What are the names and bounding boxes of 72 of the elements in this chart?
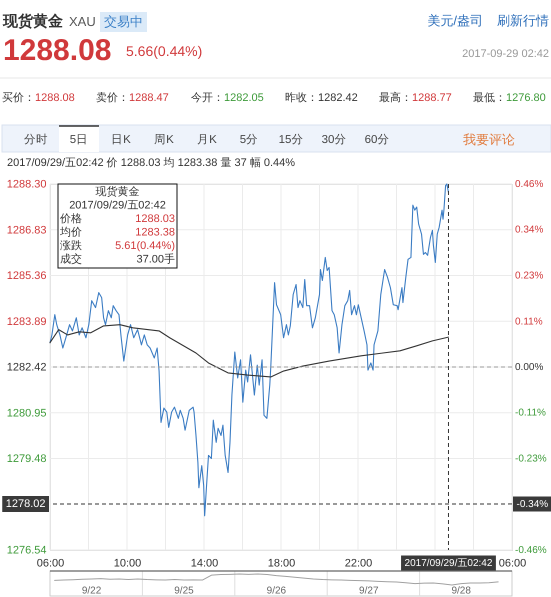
x-tick-label: 9/28 — [451, 586, 472, 596]
text: 60分 — [364, 133, 390, 146]
annotation: -0.34% — [516, 498, 548, 510]
text: 1288.08 — [3, 34, 112, 67]
x-tick-label: 14:00 — [190, 558, 218, 570]
annotation: 均价 — [59, 226, 82, 238]
y-tick-label: 1276.54 — [6, 544, 46, 556]
text: 1288.08 — [35, 92, 75, 104]
annotation: 成交 — [60, 252, 82, 266]
y2-tick-label: -0.11% — [515, 408, 546, 419]
y-tick-label: 1282.42 — [6, 362, 46, 374]
text: 15分 — [278, 133, 304, 146]
y2-tick-label: 0.46% — [515, 179, 544, 190]
y-tick-label: 1285.36 — [6, 270, 46, 282]
y-tick-label: 1283.89 — [6, 316, 46, 328]
text: 月K — [197, 133, 218, 146]
text: 1282.05 — [224, 92, 264, 104]
text: 买价： — [2, 92, 35, 104]
annotation: 5.61(0.44%) — [115, 240, 175, 252]
x-tick-label: 18:00 — [268, 558, 296, 570]
annotation: 1283.38 — [135, 226, 175, 238]
annotation: 价格 — [59, 213, 82, 225]
ref-line-label: 1278.02 — [6, 498, 46, 510]
text: 5日 — [70, 133, 88, 146]
text: 周K — [154, 133, 174, 146]
y2-tick-label: 0.23% — [515, 270, 544, 282]
text: 1276.80 — [506, 92, 546, 104]
text: 30分 — [322, 133, 346, 146]
y2-tick-label: 0.34% — [515, 224, 544, 236]
text: 最高： — [379, 91, 412, 104]
x-tick-label: 22:00 — [344, 558, 372, 570]
text: 2017-09-29 02:42 — [462, 48, 549, 60]
y2-tick-label: -0.23% — [515, 453, 547, 464]
text: 1282.42 — [318, 92, 358, 104]
text: 美元/盎司 — [427, 13, 483, 28]
text: 刷新行情 — [497, 13, 549, 28]
annotation: 37.00手 — [136, 252, 175, 266]
text: 交易中 — [104, 14, 143, 29]
x-tick-label: 06:00 — [498, 558, 526, 570]
x-tick-label: 9/26 — [266, 586, 287, 596]
text: 我要评论 — [463, 132, 515, 147]
ref-line-label: 2017/09/29/五02:42 — [404, 558, 493, 569]
y-tick-label: 1279.48 — [6, 453, 46, 465]
text: 1288.77 — [412, 92, 452, 104]
annotation: 2017/09/29/五02:42 — [69, 200, 166, 212]
x-tick-label: 9/27 — [359, 586, 379, 596]
y2-tick-label: -0.46% — [515, 545, 547, 556]
y2-tick-label: 0.00% — [515, 362, 544, 373]
text: 5分 — [240, 133, 258, 146]
y-tick-label: 1286.83 — [6, 224, 46, 236]
annotation: 1288.03 — [135, 213, 175, 225]
text: 2017/09/29/五02:42 价 1288.03 均 1283.38 量 37 幅 0.44% — [7, 157, 296, 169]
text: XAU — [69, 14, 96, 29]
y-tick-label: 1280.95 — [6, 407, 46, 420]
text: 1288.47 — [129, 92, 169, 104]
line-series — [49, 183, 450, 516]
text: 昨收： — [285, 92, 318, 104]
text: 现货黄金 — [2, 13, 63, 30]
text: 卖价： — [96, 91, 129, 104]
y-tick-label: 1288.30 — [6, 178, 46, 190]
annotation: 涨跌 — [60, 240, 82, 252]
x-tick-label: 10:00 — [114, 558, 142, 570]
y2-tick-label: 0.11% — [515, 316, 543, 328]
annotation: 现货黄金 — [96, 185, 140, 198]
text: 5.66(0.44%) — [126, 43, 202, 59]
text: 今开： — [191, 92, 224, 104]
text: 日K — [111, 133, 132, 146]
text: 分时 — [24, 133, 48, 146]
text: 最低： — [473, 92, 506, 104]
x-tick-label: 9/22 — [82, 586, 102, 596]
x-tick-label: 06:00 — [36, 558, 64, 570]
x-tick-label: 9/25 — [174, 586, 194, 596]
